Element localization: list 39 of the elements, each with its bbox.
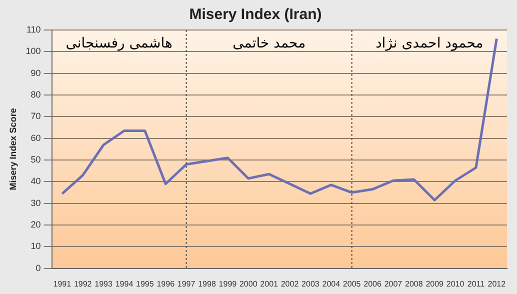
y-tick-label: 60	[30, 132, 41, 143]
chart-title: Misery Index (Iran)	[189, 6, 322, 24]
x-tick-label: 2003	[302, 279, 320, 288]
annotation: هاشمی رفسنجانی	[66, 36, 172, 52]
y-tick-label: 100	[26, 46, 41, 56]
y-tick-label: 50	[30, 154, 41, 165]
y-tick-label: 70	[30, 111, 41, 122]
x-tick-label: 2005	[342, 279, 362, 288]
y-tick-label: 0	[36, 262, 41, 273]
x-tick-label: 2008	[404, 279, 424, 288]
y-tick-label: 90	[30, 68, 41, 78]
y-tick-label: 20	[30, 220, 41, 230]
x-tick-label: 2012	[488, 279, 506, 288]
x-tick-label: 1996	[156, 279, 176, 288]
x-tick-label: 2002	[280, 279, 300, 288]
x-tick-label: 1994	[115, 279, 134, 288]
x-tick-label: 1992	[74, 279, 92, 288]
x-tick-label: 2010	[446, 279, 465, 288]
x-tick-label: 1999	[218, 279, 238, 288]
x-tick-label: 2006	[364, 279, 382, 288]
annotation: محمود احمدی نژاد	[376, 36, 484, 52]
x-tick-label: 1997	[177, 279, 196, 288]
x-tick-label: 1995	[136, 279, 154, 288]
x-tick-label: 1993	[94, 279, 113, 288]
x-tick-label: 2011	[467, 279, 486, 288]
x-tick-label: 1991	[53, 279, 72, 288]
y-tick-label: 110	[26, 24, 41, 34]
x-tick-label: 2000	[239, 279, 258, 288]
y-tick-label: 40	[30, 176, 41, 186]
x-tick-label: 2004	[322, 279, 341, 288]
y-axis-title: Misery Index Score	[8, 108, 18, 190]
x-tick-label: 2001	[260, 279, 279, 288]
x-tick-label: 1998	[198, 279, 216, 288]
annotation: محمد خاتمی	[232, 36, 306, 52]
y-tick-label: 80	[30, 90, 41, 100]
x-tick-label: 2009	[426, 279, 444, 288]
x-tick-label: 2007	[384, 279, 403, 288]
y-tick-label: 10	[30, 241, 41, 252]
y-tick-label: 30	[30, 198, 41, 208]
